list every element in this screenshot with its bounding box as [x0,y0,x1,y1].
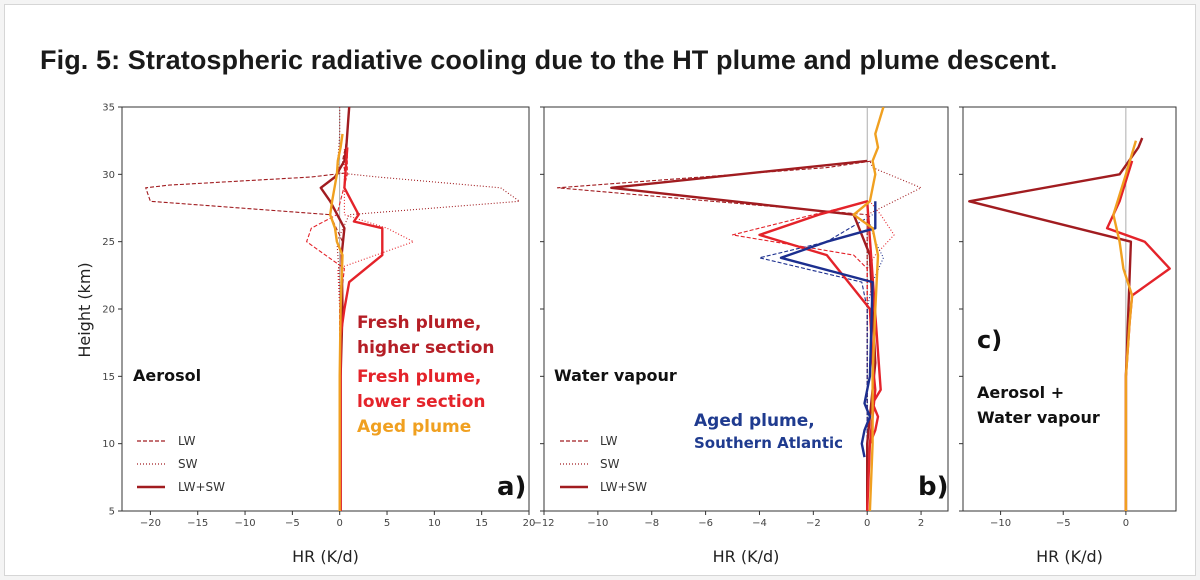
series-line [779,201,877,458]
panel-a-xtick-label: 0 [337,518,343,529]
panel-c-plot: −10 −5 0 HR (K/d) [959,106,1177,566]
panel-c-x-axis-label: HR (K/d) [1036,547,1103,566]
annotation-fresh-low-1: Fresh plume, [357,367,481,387]
panel-a-xtick-label: −20 [140,518,161,529]
annotation-fresh-high-1: Fresh plume, [357,313,481,333]
panel-a-ytick-label: 15 [102,372,115,383]
annotation-aged-south-1: Aged plume, [694,411,815,431]
panel-a-ytick-label: 35 [102,103,115,114]
panel-b-series [556,107,922,511]
panel-c-title-2: Water vapour [977,408,1100,427]
legend-sw-label: SW [178,457,198,471]
panel-a-xtick-label: −10 [234,518,255,529]
panel-a-legend: LW SW LW+SW [137,434,225,494]
panel-a-ytick-label: 30 [102,170,115,181]
series-line [556,160,873,511]
series-line [336,107,521,511]
panel-a-label: a) [497,472,526,502]
panel-b-xtick-label: −2 [806,518,821,529]
annotation-aged-south-2: Southern Atlantic [694,434,843,452]
panel-b-title: Water vapour [554,366,677,385]
panel-b-plot: −12 −10 −8 −6 −4 −2 0 2 HR (K/d) [533,106,949,566]
panel-a-xtick-label: −5 [285,518,300,529]
legend-lwsw-label: LW+SW [178,480,225,494]
series-line [610,159,877,511]
annotation-aged: Aged plume [357,417,471,437]
series-line [145,107,350,511]
series-line [866,160,922,511]
panel-b-xtick-label: −8 [644,518,659,529]
y-axis-label: Height (km) [75,262,94,357]
panel-a-xtick-label: −15 [187,518,208,529]
panel-b-xtick-label: −10 [587,518,608,529]
figure-frame [4,4,1196,576]
series-line [758,214,873,511]
series-line [1105,160,1171,511]
panel-b-xtick-label: −6 [698,518,713,529]
series-line [1112,140,1138,511]
figure-title: Fig. 5: Stratospheric radiative cooling … [40,45,1058,75]
legend-lw-label: LW [178,434,196,448]
panel-c-series [968,137,1171,511]
annotation-fresh-low-2: lower section [357,392,486,412]
panel-a-x-axis-label: HR (K/d) [292,547,359,566]
series-line [852,107,885,511]
series-line [339,147,384,511]
panel-a-xtick-label: 20 [523,518,536,529]
panel-b-xtick-label: 0 [864,518,870,529]
panel-a-frame [121,106,530,512]
series-line [329,133,344,511]
panel-c-title-1: Aerosol + [977,383,1064,402]
panel-b-xtick-label: 2 [918,518,924,529]
panel-b-label: b) [918,472,949,502]
panel-a-ytick-label: 10 [102,439,115,450]
series-line [758,200,882,511]
panel-c-xtick-label: −10 [990,518,1011,529]
panel-a-xtick-label: 15 [475,518,488,529]
panel-b-xtick-label: −12 [533,518,554,529]
panel-c-frame [962,106,1177,512]
panel-b-legend: LW SW LW+SW [560,434,647,494]
panel-a-ytick-label: 25 [102,237,115,248]
panel-a-xtick-label: 5 [384,518,390,529]
annotation-fresh-high-2: higher section [357,338,495,358]
panel-c-label: c) [977,326,1002,354]
panel-b-x-axis-label: HR (K/d) [713,547,780,566]
series-line [866,214,884,511]
panel-a-xtick-label: 10 [428,518,441,529]
series-line [968,137,1144,511]
panel-c-xtick-label: −5 [1056,518,1071,529]
legend-lwsw-label: LW+SW [600,480,647,494]
panel-a-ytick-label: 5 [109,507,115,518]
panel-c-xtick-label: 0 [1123,518,1129,529]
legend-lw-label: LW [600,434,618,448]
panel-a-series [145,107,521,511]
panel-b-xtick-label: −4 [752,518,767,529]
panel-a-plot: −20 −15 −10 −5 0 5 10 15 20 5 10 15 20 25 30 35 HR (K/d) [102,103,535,567]
panel-a-title: Aerosol [133,366,201,385]
panel-a-ytick-label: 20 [102,305,115,316]
legend-sw-label: SW [600,457,620,471]
